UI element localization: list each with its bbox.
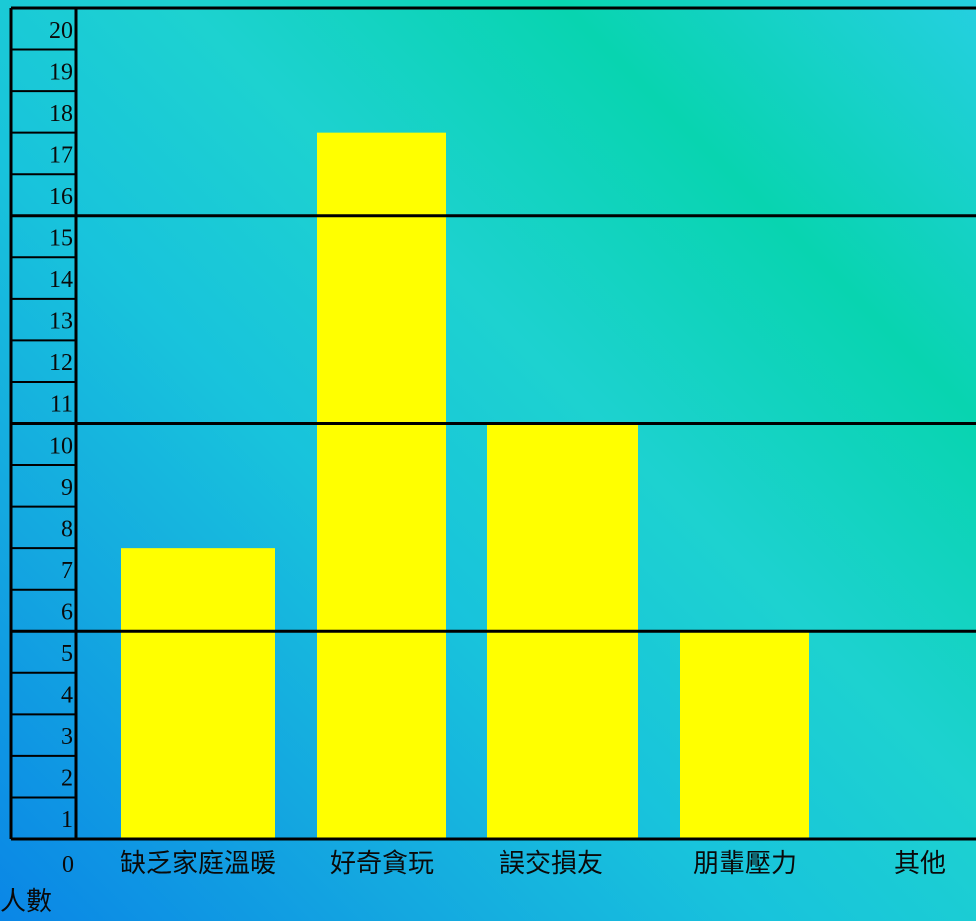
x-category-label-4: 朋輩壓力: [693, 849, 797, 878]
x-category-label-1: 缺乏家庭溫暖: [120, 849, 276, 878]
y-tick-label-18: 18: [49, 101, 73, 127]
y-tick-label-5: 5: [61, 641, 73, 667]
y-tick-label-4: 4: [61, 683, 73, 709]
y-axis-title: 人數: [0, 887, 52, 916]
y-tick-label-9: 9: [61, 475, 73, 501]
y-tick-label-8: 8: [61, 516, 73, 542]
y-tick-label-19: 19: [49, 59, 73, 85]
bar-4: [680, 631, 809, 839]
bar-1: [121, 548, 275, 839]
x-category-label-5: 其他: [894, 849, 946, 878]
y-tick-label-16: 16: [49, 184, 73, 210]
y-tick-label-1: 1: [61, 807, 73, 833]
y-zero-label: 0: [62, 852, 74, 878]
y-tick-label-15: 15: [49, 226, 73, 252]
x-category-label-3: 誤交損友: [499, 849, 603, 878]
y-tick-label-11: 11: [50, 392, 73, 418]
y-tick-label-12: 12: [49, 350, 73, 376]
y-tick-label-2: 2: [61, 766, 73, 792]
y-tick-label-7: 7: [61, 558, 73, 584]
y-tick-label-10: 10: [49, 433, 73, 459]
gridlines-group: [9, 6, 976, 841]
y-tick-label-17: 17: [49, 142, 73, 168]
bars-group: [121, 132, 809, 839]
y-tick-label-13: 13: [49, 309, 73, 335]
y-tick-label-3: 3: [61, 724, 73, 750]
bar-2: [317, 132, 446, 839]
y-tick-label-20: 20: [49, 18, 73, 44]
x-category-label-2: 好奇貪玩: [330, 849, 434, 878]
x-categories-group: 缺乏家庭溫暖 好奇貪玩 誤交損友 朋輩壓力 其他: [120, 849, 946, 878]
y-tick-label-14: 14: [49, 267, 73, 293]
y-tick-label-6: 6: [61, 599, 73, 625]
